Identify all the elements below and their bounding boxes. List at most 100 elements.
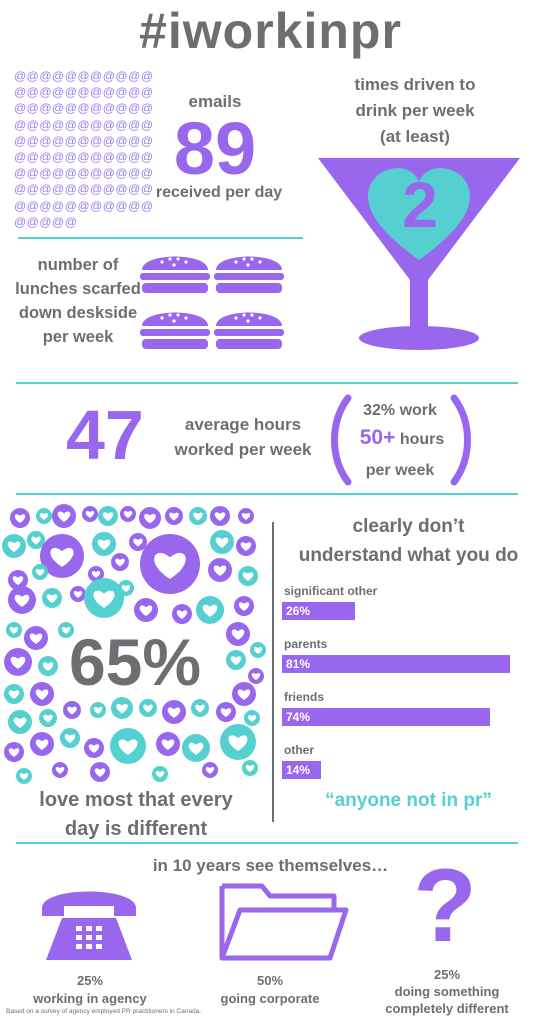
heart-bubble [134,598,158,622]
drinks-value: 2 [402,169,438,241]
future-item-agency: 25% working in agency [33,973,147,1006]
heart-bubble [220,724,256,760]
heart-bubble [52,762,68,778]
heart-bubble [234,596,254,616]
heart-bubble [210,506,230,526]
hours-label: average hours worked per week [174,415,312,459]
lunches-label: number of lunches scarfed down deskside … [15,256,141,346]
divider [18,237,303,239]
heart-bubble [8,586,36,614]
heart-bubble [139,507,161,529]
heart-bubble [92,532,116,556]
heart-bubble [111,553,129,571]
heart-bubble [236,536,256,556]
heart-bubble [165,507,183,525]
burgers-icon [140,256,284,349]
heart-bubble [244,710,260,726]
heart-bubble [36,508,52,524]
heart-bubble [39,709,57,727]
heart-bubble [8,570,28,590]
heart-bubble [16,768,32,784]
heart-bubble [238,508,254,524]
heart-bubble [111,697,133,719]
heart-bubble [248,668,264,684]
heart-bubble [110,728,146,764]
heart-bubble [90,702,106,718]
heart-bubble [30,732,54,756]
bar-category-label: other [284,743,314,757]
vertical-divider [272,522,274,822]
heart-bubble [4,648,32,676]
divider [16,382,518,384]
bar-category-label: friends [284,690,325,704]
heart-bubble [30,682,54,706]
heart-bubble [58,622,74,638]
divider [16,493,518,495]
telephone-icon [42,891,136,960]
footnote: Based on a survey of agency employed PR … [6,1008,202,1015]
heart-bubble [84,738,104,758]
heart-bubble [84,578,124,618]
heart-bubble [70,586,86,602]
heart-bubble [196,596,224,624]
heart-bubble [129,533,147,551]
love-caption: love most that every day is different [39,789,233,840]
heart-bubble [162,700,186,724]
heart-bubble [60,728,80,748]
heart-bubble [226,650,246,670]
future-title: in 10 years see themselves… [152,856,389,875]
heart-bubble [38,656,58,676]
parentheses-icon [331,394,471,486]
heart-bubble [42,588,62,608]
heart-bubble [8,710,32,734]
future-item-corporate: 50% going corporate [220,973,320,1006]
heart-bubble [24,626,48,650]
heart-bubble [4,684,24,704]
heart-bubble [152,766,168,782]
page-title: #iworkinpr [139,3,402,59]
understand-footer: “anyone not in pr” [325,790,492,811]
heart-bubble [120,506,136,522]
heart-bubble [238,566,258,586]
understand-title: clearly don’t understand what you do [298,516,519,566]
heart-bubble [139,699,157,717]
heart-bubbles-graphic [2,504,266,784]
heart-bubble [2,534,26,558]
bar-category-label: significant other [284,584,378,598]
heart-bubble [40,534,84,578]
bar [282,761,322,779]
heart-bubble [182,734,210,762]
heart-bubble [208,558,232,582]
divider [16,842,518,844]
future-item-different: 25% doing something completely different [385,967,509,1016]
hours-side-top: 32% work [363,402,437,419]
heart-bubble [202,762,218,778]
bar-value-label: 14% [286,763,311,777]
heart-bubble [156,732,180,756]
bar-value-label: 74% [286,710,311,724]
bar [282,708,491,726]
bar [282,602,356,620]
hours-side-bottom: per week [365,462,435,479]
heart-bubble [250,642,266,658]
heart-bubble [242,760,258,776]
question-mark-icon: ? [413,848,477,964]
drinks-label: times driven to drink per week (at least… [354,75,476,146]
heart-bubble [10,508,30,528]
heart-bubble [27,531,45,549]
bar-category-label: parents [284,637,328,651]
heart-bubble [226,622,250,646]
heart-bubble [232,682,256,706]
heart-bubble [191,699,209,717]
emails-received-label: received per day [155,184,283,201]
heart-bubble [82,506,98,522]
hours-side-mid: 50+ hours [359,426,445,449]
heart-bubble [52,504,76,528]
heart-bubble [216,702,236,722]
heart-bubble [63,701,81,719]
heart-bubble [140,534,200,594]
bar [282,655,510,673]
heart-bubble [98,506,118,526]
heart-bubble [4,742,24,762]
emails-value: 89 [173,107,257,190]
